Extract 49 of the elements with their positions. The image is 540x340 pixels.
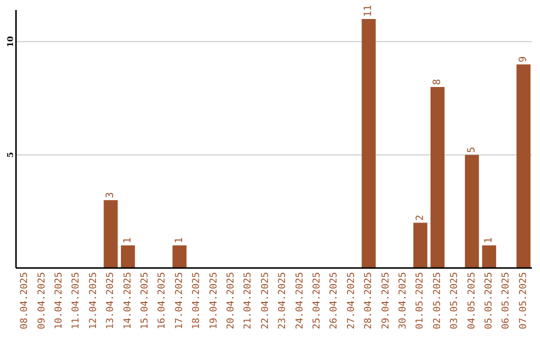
x-tick-label: 07.05.2025	[518, 272, 529, 330]
x-tick-label: 18.04.2025	[191, 272, 202, 330]
x-tick-label: 08.04.2025	[19, 272, 30, 330]
data-label: 11	[363, 5, 374, 18]
x-tick-label: 27.04.2025	[346, 272, 357, 330]
x-tick-label: 12.04.2025	[88, 272, 99, 330]
bar	[362, 19, 376, 268]
x-tick-label: 26.04.2025	[328, 272, 340, 330]
data-label: 1	[122, 237, 134, 244]
x-tick-label: 28.04.2025	[363, 272, 374, 330]
bar	[482, 245, 496, 268]
bar	[120, 245, 135, 268]
data-label: 9	[518, 56, 530, 62]
x-tick-label: 23.04.2025	[277, 272, 288, 330]
data-label: 3	[105, 192, 116, 198]
x-tick-label: 09.04.2025	[36, 272, 48, 330]
bar	[430, 86, 445, 268]
x-tick-label: 04.05.2025	[466, 272, 478, 330]
x-tick-label: 06.05.2025	[500, 272, 512, 330]
x-tick-label: 25.04.2025	[312, 272, 322, 330]
x-tick-label: 24.04.2025	[294, 272, 306, 330]
x-tick-label: 15.04.2025	[140, 272, 150, 330]
bar	[464, 154, 479, 268]
x-tick-label: 30.04.2025	[398, 272, 408, 330]
x-tick-label: 20.04.2025	[226, 272, 236, 330]
data-label: 8	[432, 78, 444, 85]
x-tick-label: 02.05.2025	[432, 272, 443, 330]
x-tick-label: 19.04.2025	[208, 272, 220, 330]
data-label: 5	[466, 146, 478, 153]
x-tick-label: 14.04.2025	[122, 272, 134, 330]
x-tick-label: 11.04.2025	[70, 272, 82, 330]
x-tick-label: 16.04.2025	[156, 272, 168, 330]
x-tick-label: 10.04.2025	[54, 272, 64, 330]
x-tick-label: 03.05.2025	[449, 272, 460, 330]
data-label: 2	[414, 214, 426, 221]
x-tick-label: 13.04.2025	[105, 272, 116, 330]
bar	[413, 222, 428, 268]
x-tick-label: 01.05.2025	[414, 272, 426, 330]
x-tick-label: 21.04.2025	[242, 272, 254, 330]
data-label: 1	[484, 237, 495, 244]
x-tick-label: 17.04.2025	[174, 272, 185, 330]
bar	[172, 245, 187, 268]
y-tick-label: 10	[5, 36, 15, 48]
x-tick-label: 29.04.2025	[380, 272, 392, 330]
data-label: 1	[174, 237, 186, 244]
bar	[516, 64, 531, 268]
x-tick-label: 05.05.2025	[484, 272, 494, 330]
bar	[104, 200, 118, 268]
x-tick-label: 22.04.2025	[260, 272, 271, 330]
